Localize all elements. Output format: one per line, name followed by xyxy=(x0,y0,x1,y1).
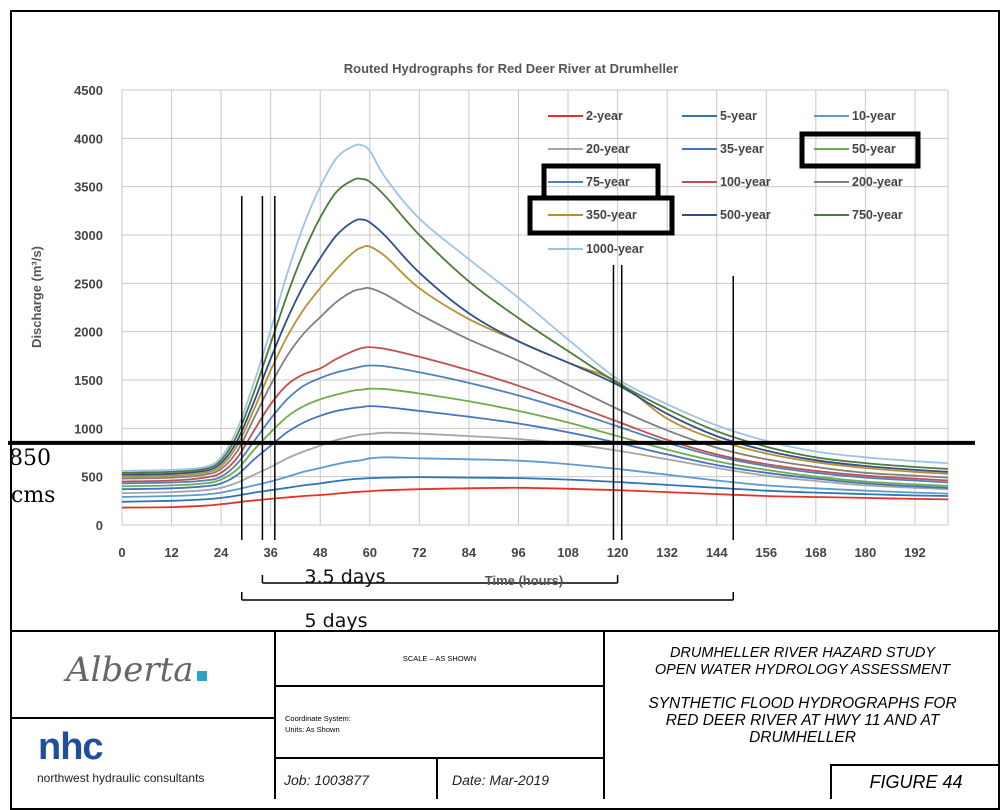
alberta-logo-square xyxy=(196,671,207,681)
legend-label-2-year: 2-year xyxy=(586,109,623,123)
figure-description: SYNTHETIC FLOOD HYDROGRAPHS FOR RED DEER… xyxy=(605,695,1000,746)
x-tick-label: 60 xyxy=(363,545,377,560)
x-tick-label: 48 xyxy=(313,545,327,560)
figure-box-left xyxy=(830,764,832,799)
series-line-1000-year xyxy=(121,143,949,472)
figure-box-top xyxy=(830,764,1000,766)
x-tick-labels: 0 12 24 36 48 60 72 84 96 108 120 132 144 156 168 180 19… xyxy=(118,545,925,560)
x-tick-label: 120 xyxy=(607,545,629,560)
legend-label-750-year: 750-year xyxy=(852,208,903,222)
threshold-label-value: 850 xyxy=(9,446,51,471)
x-tick-label: 24 xyxy=(214,545,229,560)
x-tick-label: 36 xyxy=(263,545,277,560)
nhc-logo-subtitle: northwest hydraulic consultants xyxy=(37,771,205,785)
y-tick-label: 2500 xyxy=(74,276,103,291)
chart-title: Routed Hydrographs for Red Deer River at… xyxy=(344,61,678,76)
y-tick-labels: 0 500 1000 1500 2000 2500 3000 3500 4000 4500 xyxy=(74,83,103,533)
y-axis-label: Discharge (m³/s) xyxy=(29,246,44,348)
x-tick-label: 108 xyxy=(557,545,579,560)
vertical-markers xyxy=(241,196,734,540)
figure-description-line3: DRUMHELLER xyxy=(749,729,856,746)
title-block-divider-2 xyxy=(603,630,605,799)
series-line-500-year xyxy=(121,218,949,476)
x-tick-label: 156 xyxy=(755,545,777,560)
title-block-divider-1 xyxy=(274,630,276,799)
y-tick-label: 3000 xyxy=(74,228,103,243)
legend-highlight-50-year xyxy=(799,131,921,169)
series-line-2-year xyxy=(121,486,949,509)
y-tick-label: 0 xyxy=(96,518,103,533)
y-tick-label: 3500 xyxy=(74,180,103,195)
title-block-top-border xyxy=(10,630,1000,632)
y-tick-label: 4500 xyxy=(74,83,103,98)
date-label: Date: Mar-2019 xyxy=(452,772,550,788)
figure-description-line1: SYNTHETIC FLOOD HYDROGRAPHS FOR xyxy=(648,695,957,712)
threshold-label-unit: cms xyxy=(11,483,55,508)
y-tick-label: 1000 xyxy=(74,421,103,436)
legend-label-20-year: 20-year xyxy=(586,142,630,156)
figure-description-line2: RED DEER RIVER AT HWY 11 AND AT xyxy=(665,712,940,729)
legend-label-1000-year: 1000-year xyxy=(586,242,644,256)
x-tick-label: 72 xyxy=(412,545,426,560)
series-line-200-year xyxy=(121,286,949,480)
x-tick-label: 96 xyxy=(511,545,525,560)
legend-label-5-year: 5-year xyxy=(720,109,757,123)
alberta-logo: Alberta xyxy=(66,650,207,690)
y-tick-label: 4000 xyxy=(74,131,103,146)
y-tick-label: 2000 xyxy=(74,325,103,340)
title-block-job-date-divider xyxy=(436,757,438,799)
hydrograph-chart: Routed Hydrographs for Red Deer River at… xyxy=(8,61,975,632)
legend: 2-year 5-year 10-year 20-year 35-year 50-year… xyxy=(527,109,921,256)
legend-label-35-year: 35-year xyxy=(720,142,764,156)
legend-label-50-year: 50-year xyxy=(852,142,896,156)
scale-label: SCALE – AS SHOWN xyxy=(402,654,477,663)
study-title: DRUMHELLER RIVER HAZARD STUDY OPEN WATER… xyxy=(605,645,1000,679)
chart-grid xyxy=(121,89,949,526)
study-title-line1: DRUMHELLER RIVER HAZARD STUDY xyxy=(669,645,936,661)
duration-brackets: 3.5 days 5 days xyxy=(241,566,734,632)
bracket-label: 5 days xyxy=(305,610,368,632)
nhc-logo: nhc xyxy=(38,726,104,768)
figure-number: FIGURE 44 xyxy=(869,772,963,792)
x-tick-label: 180 xyxy=(855,545,877,560)
x-tick-label: 168 xyxy=(805,545,827,560)
x-axis-label: Time (hours) xyxy=(485,573,564,588)
title-block-logo-divider xyxy=(10,717,276,719)
coordinate-system-label: Coordinate System: xyxy=(285,714,351,723)
legend-label-500-year: 500-year xyxy=(720,208,771,222)
units-label: Units: As Shown xyxy=(285,725,340,734)
alberta-logo-text: Alberta xyxy=(66,650,194,690)
legend-label-350-year: 350-year xyxy=(586,208,637,222)
job-number: Job: 1003877 xyxy=(284,772,369,788)
legend-label-75-year: 75-year xyxy=(586,175,630,189)
bracket-label: 3.5 days xyxy=(304,566,385,588)
x-tick-label: 132 xyxy=(656,545,678,560)
y-tick-label: 500 xyxy=(81,470,103,485)
title-block-job-divider xyxy=(274,757,604,759)
x-tick-label: 192 xyxy=(904,545,926,560)
x-tick-label: 0 xyxy=(118,545,125,560)
x-tick-label: 12 xyxy=(164,545,178,560)
series-line-75-year xyxy=(121,364,949,485)
y-tick-label: 1500 xyxy=(74,373,103,388)
x-tick-label: 84 xyxy=(462,545,477,560)
legend-label-100-year: 100-year xyxy=(720,175,771,189)
title-block-scale-divider xyxy=(274,685,604,687)
legend-label-10-year: 10-year xyxy=(852,109,896,123)
legend-highlight-350-year xyxy=(527,195,675,236)
study-title-line2: OPEN WATER HYDROLOGY ASSESSMENT xyxy=(654,662,951,678)
legend-label-200-year: 200-year xyxy=(852,175,903,189)
x-tick-label: 144 xyxy=(706,545,728,560)
